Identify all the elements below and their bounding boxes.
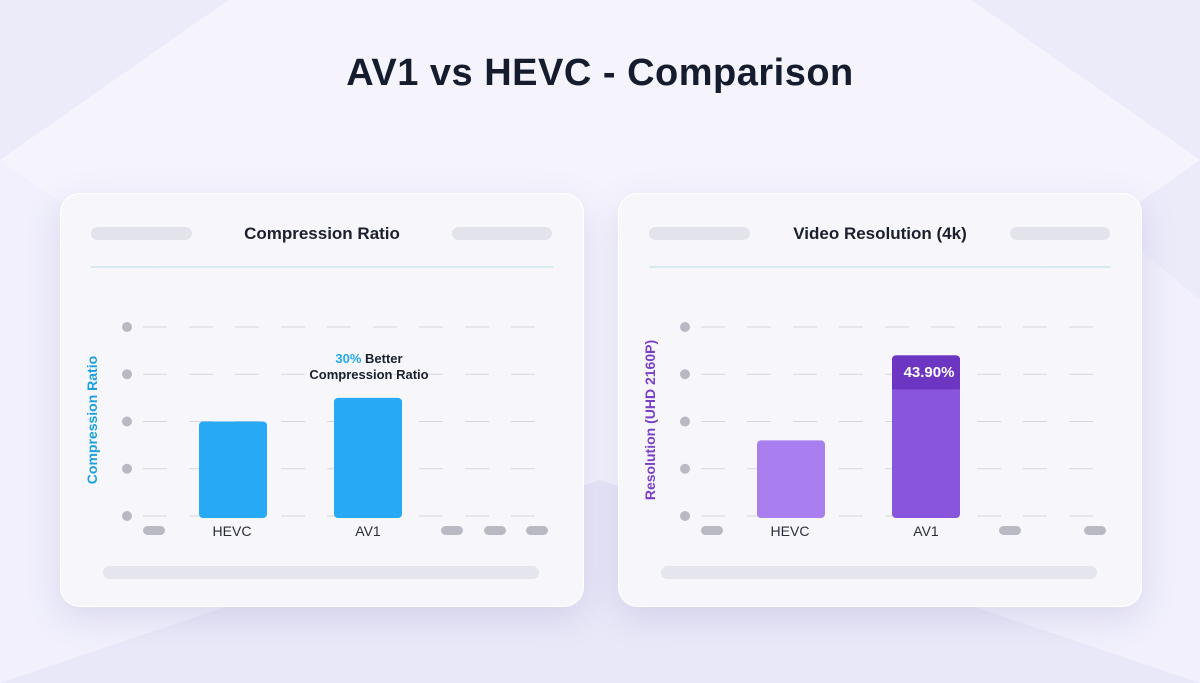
annotation-text: 30% Better Compression Ratio	[299, 351, 439, 383]
y-axis-dot	[680, 322, 690, 332]
bar-hevc	[757, 440, 825, 518]
bars	[199, 397, 402, 518]
bar-value-cap-fill	[892, 375, 960, 390]
chart-title: Compression Ratio	[244, 224, 400, 243]
x-axis-placeholders	[143, 526, 548, 535]
y-axis-label: Compression Ratio	[84, 355, 100, 485]
av1-bar-value-label: 43.90%	[903, 364, 955, 381]
x-axis-placeholder	[143, 526, 165, 535]
x-tick-label-av1: AV1	[355, 523, 381, 539]
bars	[757, 355, 960, 518]
annotation-line1: Better	[361, 351, 403, 366]
x-axis-placeholder	[441, 526, 463, 535]
annotation-highlight: 30%	[335, 351, 362, 366]
y-axis-dot	[122, 322, 132, 332]
video-resolution-card: Video Resolution (4k) Resolution (UHD 21…	[618, 193, 1142, 607]
footer-placeholder	[103, 566, 539, 579]
header-placeholder-right	[1010, 227, 1110, 240]
compression-ratio-card: Compression Ratio Compression Ratio HEVC…	[60, 193, 584, 607]
y-axis-dot	[122, 463, 132, 474]
chart-title: Video Resolution (4k)	[793, 224, 967, 243]
y-axis-label: Resolution (UHD 2160P)	[642, 339, 658, 501]
annotation-line2: Compression Ratio	[309, 367, 429, 382]
y-axis-dot	[122, 369, 132, 380]
x-tick-label-hevc: HEVC	[212, 523, 252, 539]
header-placeholder-left	[649, 227, 750, 240]
y-axis-dot	[680, 369, 690, 380]
header-placeholder-left	[91, 227, 192, 240]
y-axis-dot	[680, 511, 690, 521]
bar-hevc	[199, 421, 267, 518]
y-axis-dot	[680, 416, 690, 427]
x-axis-placeholder	[526, 526, 548, 535]
video-resolution-chart	[649, 227, 1111, 579]
y-axis-dot	[122, 416, 132, 427]
footer-placeholder	[661, 566, 1097, 579]
y-axis-dot	[680, 463, 690, 474]
bar-av1	[892, 355, 960, 518]
x-tick-label-hevc: HEVC	[770, 523, 810, 539]
x-axis-placeholder	[484, 526, 506, 535]
x-axis-placeholder	[999, 526, 1021, 535]
compression-ratio-chart	[91, 227, 553, 579]
bar-av1	[334, 397, 402, 518]
header-placeholder-right	[452, 227, 552, 240]
x-tick-label-av1: AV1	[913, 523, 939, 539]
y-axis-dots	[122, 322, 132, 521]
y-axis-dot	[122, 511, 132, 521]
x-axis-placeholder	[701, 526, 723, 535]
x-axis-placeholders	[701, 526, 1106, 535]
y-axis-dots	[680, 322, 690, 521]
x-axis-placeholder	[1084, 526, 1106, 535]
page-title: AV1 vs HEVC - Comparison	[346, 52, 854, 94]
